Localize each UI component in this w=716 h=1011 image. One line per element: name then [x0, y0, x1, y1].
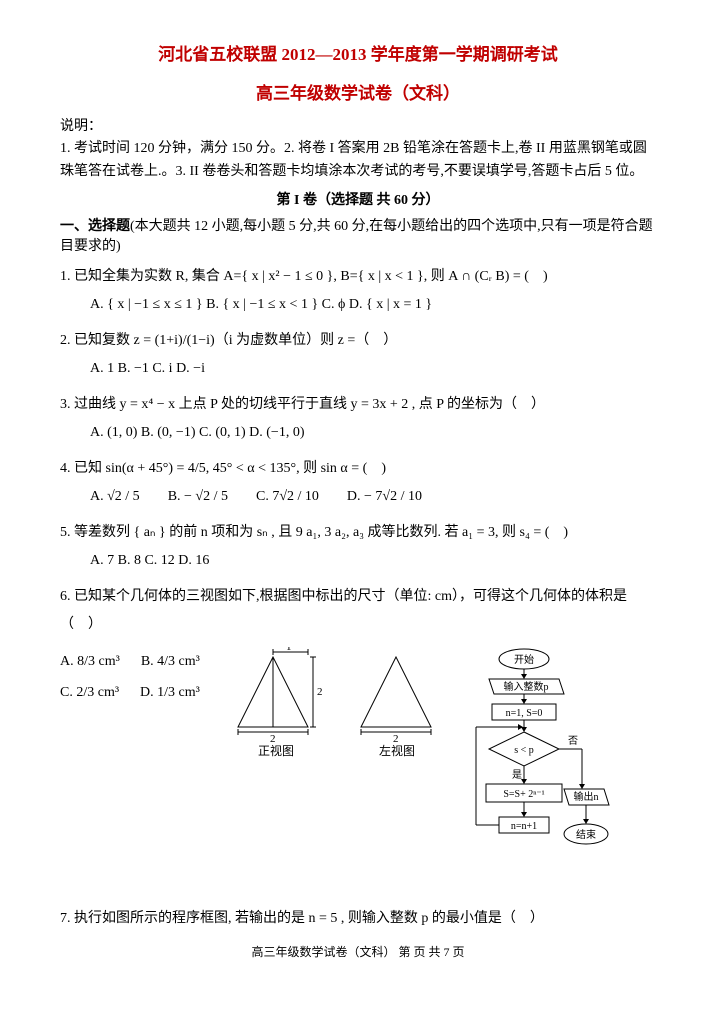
- question-1: 1. 已知全集为实数 R, 集合 A={ x | x² − 1 ≤ 0 }, B…: [60, 263, 656, 319]
- question-2: 2. 已知复数 z = (1+i)/(1−i)（i 为虚数单位）则 z =（ ）…: [60, 327, 656, 383]
- q4-stem: 4. 已知 sin(α + 45°) = 4/5, 45° < α < 135°…: [60, 455, 656, 483]
- q2-choices: A. 1 B. −1 C. i D. −i: [60, 355, 656, 383]
- q6-choices: A. 8/3 cm³ B. 4/3 cm³ C. 2/3 cm³ D. 1/3 …: [60, 647, 200, 709]
- flow-init: n=1, S=0: [505, 708, 542, 719]
- page-title-1: 河北省五校联盟 2012—2013 学年度第一学期调研考试: [60, 40, 656, 65]
- front-height-label: 2: [317, 686, 323, 698]
- question-7: 7. 执行如图所示的程序框图, 若输出的是 n = 5 , 则输入整数 p 的最…: [60, 905, 656, 933]
- mc-header: 一、选择题(本大题共 12 小题,每小题 5 分,共 60 分,在每小题给出的四…: [60, 215, 656, 255]
- q6-opt-a: A. 8/3 cm³: [60, 654, 120, 669]
- q5-stem: 5. 等差数列 { aₙ } 的前 n 项和为 sₙ , 且 9 a₁, 3 a…: [60, 519, 656, 547]
- q5-choices: A. 7 B. 8 C. 12 D. 16: [60, 547, 656, 575]
- flow-inc: n=n+1: [511, 821, 537, 832]
- intro-text: 1. 考试时间 120 分钟，满分 150 分。2. 将卷 I 答案用 2B 铅…: [60, 141, 647, 178]
- flow-yes: 是: [512, 769, 522, 781]
- question-6: 6. 已知某个几何体的三视图如下,根据图中标出的尺寸（单位: cm），可得这个几…: [60, 583, 656, 639]
- figure-row: A. 8/3 cm³ B. 4/3 cm³ C. 2/3 cm³ D. 1/3 …: [60, 647, 656, 897]
- q4-choices: A. √2 / 5 B. − √2 / 5 C. 7√2 / 10 D. − 7…: [60, 483, 656, 511]
- q2-stem: 2. 已知复数 z = (1+i)/(1−i)（i 为虚数单位）则 z =（ ）: [60, 327, 656, 355]
- flowchart-diagram: 开始 输入整数p n=1, S=0 s < p 是 否 S=S+ 2ⁿ⁻¹ 输出…: [464, 647, 614, 897]
- side-view-label: 左视图: [379, 743, 415, 757]
- flow-end: 结束: [576, 828, 596, 841]
- q4-opt-b: B. − √2 / 5: [168, 489, 228, 504]
- intro-label: 说明：: [60, 119, 102, 134]
- flow-input: 输入整数p: [503, 680, 548, 693]
- q4-opt-c: C. 7√2 / 10: [256, 489, 319, 504]
- q1-stem: 1. 已知全集为实数 R, 集合 A={ x | x² − 1 ≤ 0 }, B…: [60, 263, 656, 291]
- page-footer: 高三年级数学试卷（文科） 第 页 共 7 页: [60, 943, 656, 960]
- page-title-2: 高三年级数学试卷（文科）: [60, 79, 656, 104]
- front-view-label: 正视图: [258, 743, 294, 757]
- flow-no: 否: [568, 735, 578, 747]
- instructions: 说明： 1. 考试时间 120 分钟，满分 150 分。2. 将卷 I 答案用 …: [60, 116, 656, 183]
- q6-stem: 6. 已知某个几何体的三视图如下,根据图中标出的尺寸（单位: cm），可得这个几…: [60, 583, 656, 639]
- mc-header-bold: 一、选择题: [60, 219, 130, 234]
- flow-update: S=S+ 2ⁿ⁻¹: [503, 789, 544, 800]
- q3-choices: A. (1, 0) B. (0, −1) C. (0, 1) D. (−1, 0…: [60, 419, 656, 447]
- flow-cond: s < p: [514, 745, 534, 756]
- q4-opt-a: A. √2 / 5: [90, 489, 140, 504]
- q1-choices: A. { x | −1 ≤ x ≤ 1 } B. { x | −1 ≤ x < …: [60, 291, 656, 319]
- part-header: 第 I 卷（选择题 共 60 分）: [60, 189, 656, 209]
- flow-output: 输出n: [573, 790, 598, 803]
- q6-opt-b: B. 4/3 cm³: [141, 654, 200, 669]
- question-5: 5. 等差数列 { aₙ } 的前 n 项和为 sₙ , 且 9 a₁, 3 a…: [60, 519, 656, 575]
- mc-header-rest: (本大题共 12 小题,每小题 5 分,共 60 分,在每小题给出的四个选项中,…: [60, 219, 653, 254]
- q7-stem: 7. 执行如图所示的程序框图, 若输出的是 n = 5 , 则输入整数 p 的最…: [60, 905, 656, 933]
- q6-opt-d: D. 1/3 cm³: [140, 685, 200, 700]
- q4-opt-d: D. − 7√2 / 10: [347, 489, 422, 504]
- question-4: 4. 已知 sin(α + 45°) = 4/5, 45° < α < 135°…: [60, 455, 656, 511]
- side-view-diagram: 2 左视图: [346, 647, 446, 757]
- q6-opt-c: C. 2/3 cm³: [60, 685, 119, 700]
- question-3: 3. 过曲线 y = x⁴ − x 上点 P 处的切线平行于直线 y = 3x …: [60, 391, 656, 447]
- front-view-diagram: 2 2 1 正视图: [218, 647, 328, 757]
- flow-start: 开始: [514, 653, 534, 666]
- front-half-label: 1: [286, 647, 292, 653]
- q3-stem: 3. 过曲线 y = x⁴ − x 上点 P 处的切线平行于直线 y = 3x …: [60, 391, 656, 419]
